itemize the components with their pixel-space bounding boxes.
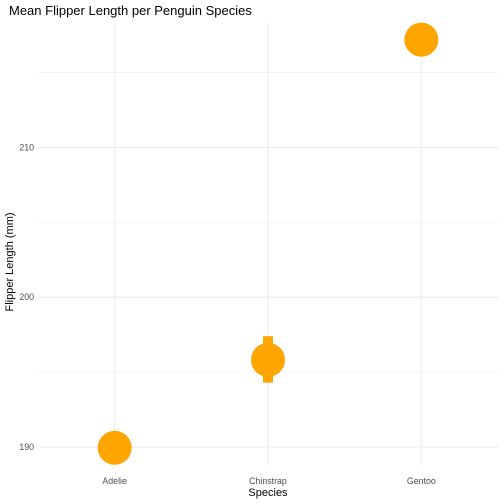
data-point	[251, 342, 285, 377]
y-tick-label: 200	[19, 292, 34, 302]
x-tick-label: Chinstrap	[249, 476, 287, 486]
x-tick-label: Adelie	[102, 476, 127, 486]
y-tick-labels: 190 200 210	[19, 142, 34, 452]
x-axis-title: Species	[248, 487, 288, 499]
y-axis-title: Flipper Length (mm)	[4, 212, 16, 311]
chart-title: Mean Flipper Length per Penguin Species	[9, 3, 252, 18]
y-tick-label: 210	[19, 142, 34, 152]
y-tick-label: 190	[19, 442, 34, 452]
data-point	[404, 22, 439, 57]
data-points	[97, 22, 439, 465]
x-tick-labels: Adelie Chinstrap Gentoo	[102, 476, 435, 486]
data-point	[97, 430, 132, 465]
x-tick-label: Gentoo	[407, 476, 436, 486]
